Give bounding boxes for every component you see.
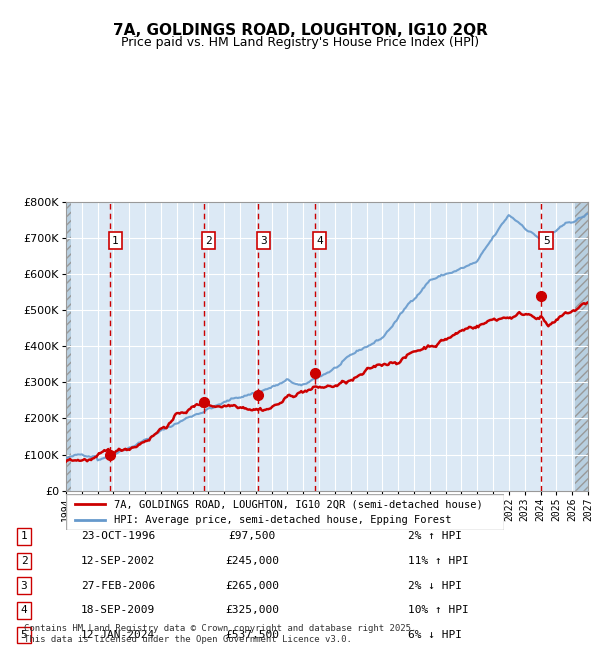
Text: 11% ↑ HPI: 11% ↑ HPI [408, 556, 469, 566]
Text: 1: 1 [112, 235, 119, 246]
Text: £537,500: £537,500 [225, 630, 279, 640]
Text: 2: 2 [205, 235, 212, 246]
Text: 27-FEB-2006: 27-FEB-2006 [81, 580, 155, 591]
Text: 1: 1 [20, 531, 28, 541]
Text: Price paid vs. HM Land Registry's House Price Index (HPI): Price paid vs. HM Land Registry's House … [121, 36, 479, 49]
Text: £325,000: £325,000 [225, 605, 279, 616]
Text: 2% ↓ HPI: 2% ↓ HPI [408, 580, 462, 591]
Text: 6% ↓ HPI: 6% ↓ HPI [408, 630, 462, 640]
Text: 4: 4 [316, 235, 323, 246]
Text: Contains HM Land Registry data © Crown copyright and database right 2025.
This d: Contains HM Land Registry data © Crown c… [24, 624, 416, 644]
Text: 2% ↑ HPI: 2% ↑ HPI [408, 531, 462, 541]
Text: £97,500: £97,500 [229, 531, 275, 541]
Text: 3: 3 [20, 580, 28, 591]
Text: 12-SEP-2002: 12-SEP-2002 [81, 556, 155, 566]
Text: 5: 5 [20, 630, 28, 640]
Text: 2: 2 [20, 556, 28, 566]
Text: 3: 3 [260, 235, 266, 246]
Text: 23-OCT-1996: 23-OCT-1996 [81, 531, 155, 541]
Bar [66, 202, 71, 491]
Text: 12-JAN-2024: 12-JAN-2024 [81, 630, 155, 640]
Text: 10% ↑ HPI: 10% ↑ HPI [408, 605, 469, 616]
Text: 5: 5 [543, 235, 550, 246]
Text: 18-SEP-2009: 18-SEP-2009 [81, 605, 155, 616]
FancyBboxPatch shape [66, 494, 504, 530]
Text: HPI: Average price, semi-detached house, Epping Forest: HPI: Average price, semi-detached house,… [114, 515, 452, 525]
Text: 4: 4 [20, 605, 28, 616]
Bar [575, 202, 591, 491]
Text: 7A, GOLDINGS ROAD, LOUGHTON, IG10 2QR (semi-detached house): 7A, GOLDINGS ROAD, LOUGHTON, IG10 2QR (s… [114, 499, 483, 509]
Text: £265,000: £265,000 [225, 580, 279, 591]
Text: 7A, GOLDINGS ROAD, LOUGHTON, IG10 2QR: 7A, GOLDINGS ROAD, LOUGHTON, IG10 2QR [113, 23, 487, 38]
Text: £245,000: £245,000 [225, 556, 279, 566]
